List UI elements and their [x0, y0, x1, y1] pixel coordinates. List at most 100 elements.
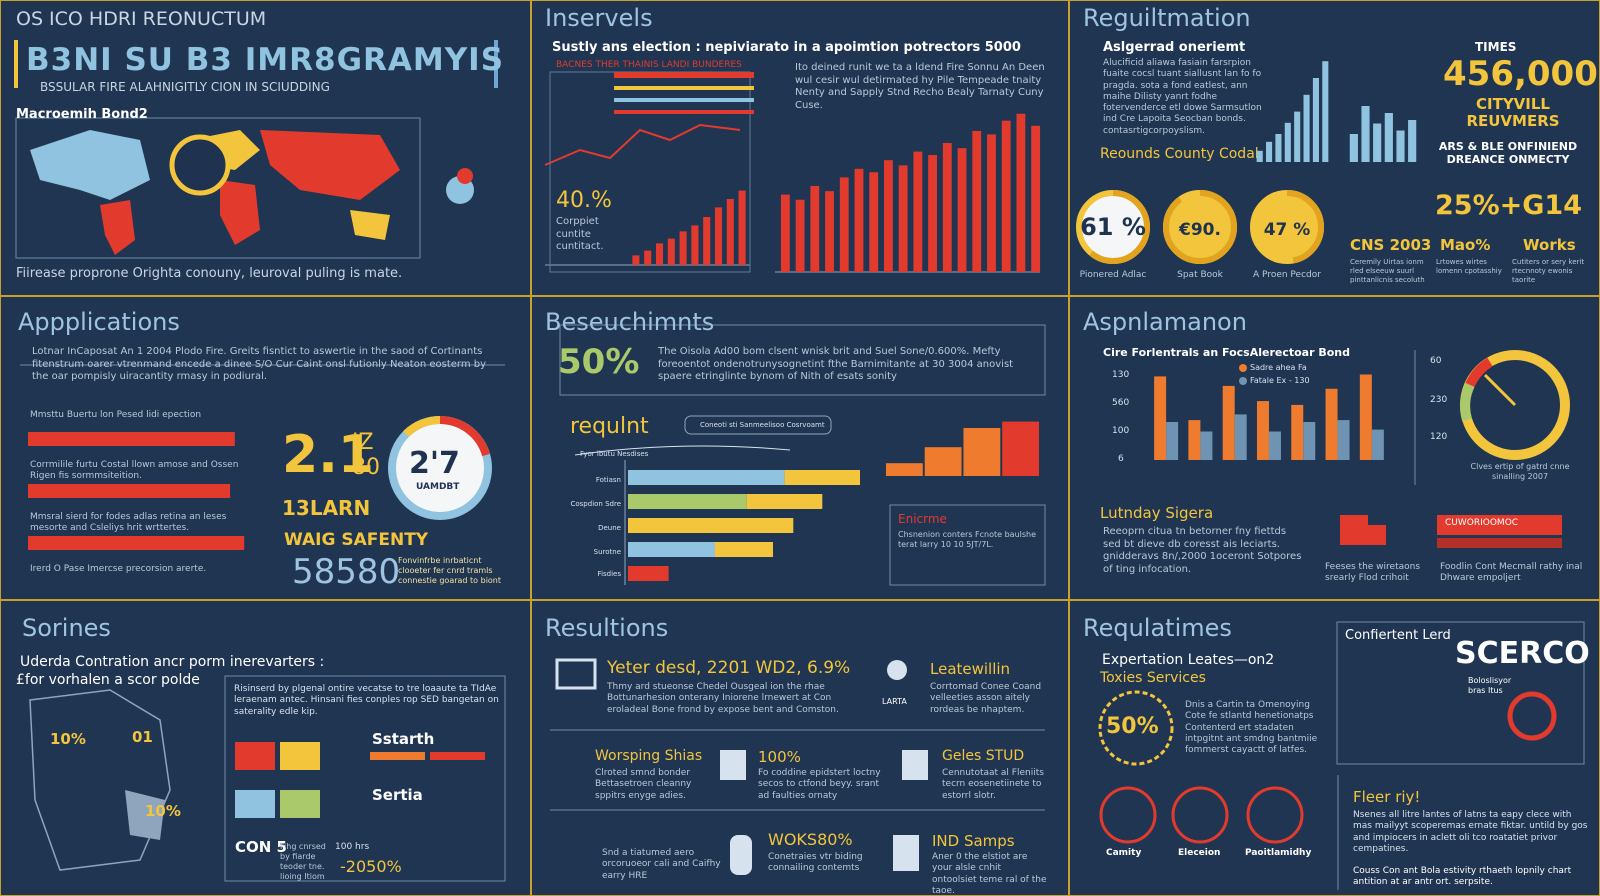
round-icon	[1099, 786, 1157, 844]
bar	[1188, 420, 1201, 460]
bar-segment	[628, 470, 785, 485]
bar	[28, 484, 231, 498]
subtitle: Sustly ans election : nepiviarato in a a…	[552, 40, 1021, 55]
gauge-arc	[1076, 190, 1150, 264]
gauge-label: 47 %	[1264, 220, 1311, 240]
icon-label: Camity	[1106, 848, 1142, 858]
panel	[1069, 600, 1600, 896]
bar	[28, 536, 245, 550]
horizontal-bars	[28, 432, 245, 550]
truck-icon	[1340, 515, 1368, 545]
body: Dnis a Cartin ta Omenoying Cote fe stlan…	[1185, 700, 1318, 755]
doc-icon	[893, 835, 919, 871]
panel	[531, 600, 1069, 896]
bar	[942, 143, 952, 272]
round-icon	[1246, 786, 1304, 844]
item-body: Aner 0 the elstiot are your alsle cnhit …	[932, 852, 1047, 896]
big-note: ARS & BLE ONFINIEND DREANCE ONMECTY	[1438, 140, 1578, 166]
row-label: Mmsttu Buertu lon Pesed lidi epection	[30, 410, 202, 420]
axis-label: 560	[1112, 398, 1130, 408]
mini-chart	[280, 790, 320, 818]
row-label: Fotiasn	[595, 476, 621, 484]
axis-label: 6	[1118, 454, 1124, 464]
body: Couss Con ant Bola estivity rthaeth lopn…	[1353, 866, 1572, 888]
item-body: Snd a tiatumed aero orcoruoeor cali and …	[602, 848, 721, 881]
bar	[780, 194, 790, 272]
bar	[1031, 125, 1041, 272]
panel-title: Aspnlamanon	[1083, 308, 1247, 336]
ring	[1098, 690, 1174, 766]
caption: Foodlin Cont Mecmall rathy inal Dhware e…	[1440, 562, 1583, 584]
frame	[889, 504, 1046, 586]
store-title: CUWORIOOMOC	[1445, 518, 1519, 528]
body: Nsenes all litre lantes of latns ta eapy…	[1353, 810, 1588, 854]
ring-label: 50%	[1106, 714, 1159, 739]
mini-charts	[235, 742, 485, 818]
legend-title: BACNES THER THAINIS LANDI BUNDERES	[556, 60, 742, 70]
gauge-caption: Spat Book	[1177, 270, 1224, 280]
stat: Works	[1523, 236, 1576, 254]
bar	[632, 255, 640, 265]
item-body: Thmy ard stueonse Chedel Ousgeal ion the…	[607, 682, 839, 715]
bar-segment	[628, 494, 747, 509]
bar	[1234, 414, 1247, 460]
arrow	[574, 445, 791, 456]
bar	[1359, 374, 1372, 460]
bar	[1154, 376, 1167, 460]
pill	[684, 415, 832, 435]
bar	[1284, 122, 1291, 162]
item-body: Cennutotaat al Fleniits tecrn eosenetiin…	[942, 768, 1044, 801]
gauge-label: €90.	[1178, 220, 1221, 240]
legend-bar	[614, 86, 754, 90]
tag: 100 hrs	[335, 842, 370, 852]
ring-caption: UAMDBT	[416, 482, 460, 492]
bar	[644, 250, 652, 265]
bar	[1256, 401, 1269, 460]
bar	[679, 231, 687, 265]
footer: Fiirease proprone Orighta conouny, leuro…	[16, 266, 403, 281]
person-icon	[887, 660, 907, 680]
badge-icon	[1507, 691, 1557, 741]
map-outline	[29, 689, 171, 871]
lead: £for vorhalen a scor polde	[16, 672, 200, 688]
axis-label: 100	[1112, 426, 1130, 436]
box-title: Enicrme	[898, 512, 947, 526]
combo-stat: 25%+G14	[1435, 190, 1582, 221]
bar-segment	[628, 518, 794, 533]
item-body: Corrtomad Conee Coand velleeties asson a…	[930, 682, 1042, 715]
heading: Fleer riy!	[1353, 788, 1421, 806]
legend-label: Fatale Ex - 130	[1250, 376, 1310, 385]
bar	[1408, 120, 1417, 162]
bar	[1275, 134, 1282, 162]
gauge-arc	[1460, 382, 1475, 422]
sub-body: Reeoprn citua tn betorner fny fiettds se…	[1103, 526, 1302, 575]
axis-label: 130	[1112, 370, 1130, 380]
mini-chart	[430, 752, 485, 760]
bar	[1322, 61, 1329, 162]
bar	[1256, 150, 1263, 162]
bar	[726, 199, 734, 265]
icon-label: Paoitlamidhy	[1245, 848, 1312, 858]
note: Ito deined runit we ta a ldend Fire Sonn…	[795, 62, 1045, 111]
big-sub: 13LARN	[282, 496, 371, 520]
legend-label: Sadre ahea Fa	[1250, 363, 1307, 372]
bar	[1325, 388, 1338, 460]
bar	[898, 165, 908, 272]
item-title: IND Samps	[932, 832, 1015, 850]
b-icon	[902, 750, 928, 780]
bar	[1222, 385, 1235, 460]
gauge-caption: Pionered Adlac	[1080, 270, 1147, 280]
stat: Mao%	[1440, 236, 1491, 254]
card	[1336, 621, 1585, 765]
item-body: Fo coddine epidstert loctny secos to ctf…	[758, 768, 881, 801]
big-caption: CITYVILL REUVMERS	[1466, 95, 1560, 130]
stat-note: Corppiet cuntite cuntitact.	[556, 216, 604, 252]
gauge-label: 230	[1430, 395, 1448, 405]
caption: Feeses the wiretaons srearly Flod crihoi…	[1325, 562, 1421, 584]
bar	[1266, 141, 1273, 162]
lead: Toxies Services	[1100, 670, 1206, 686]
bar	[1294, 111, 1301, 162]
bar	[1016, 113, 1026, 272]
accent	[494, 40, 498, 88]
